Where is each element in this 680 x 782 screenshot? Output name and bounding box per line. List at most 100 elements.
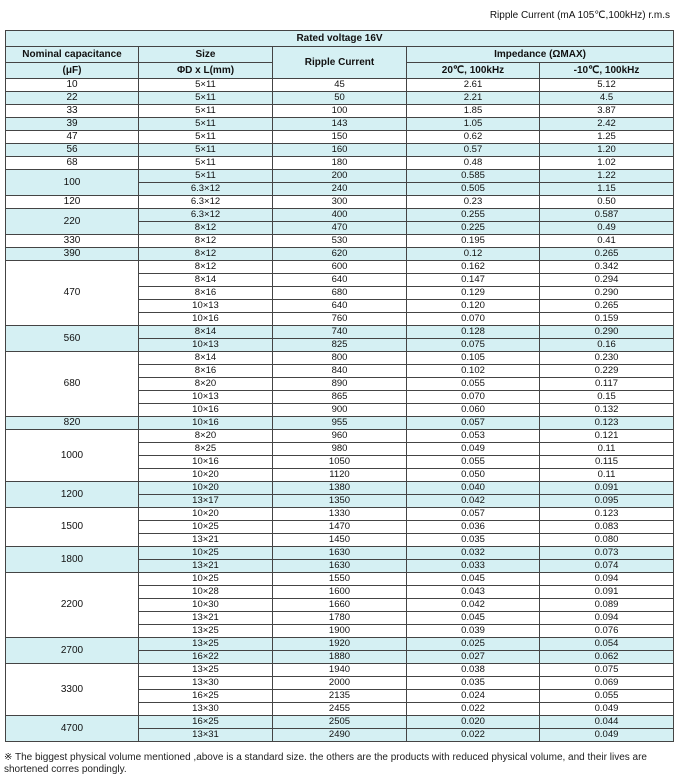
size-cell: 16×25 (138, 689, 273, 703)
table-row: 13×25 1900 0.039 0.076 (6, 624, 675, 638)
ripple-cell: 2135 (272, 689, 407, 703)
ripple-cell: 1660 (272, 598, 407, 612)
table-row: 100 5×11 200 0.585 1.22 (5, 169, 675, 196)
impedance-minus10-cell: 0.50 (538, 195, 675, 209)
table-row: 4700 16×25 2505 0.020 0.044 (5, 715, 675, 742)
size-cell: 13×21 (138, 533, 273, 547)
table-row: 2700 13×25 1920 0.025 0.054 (5, 637, 675, 664)
capacitance-cell: 120 (5, 195, 139, 209)
impedance-20-cell: 0.057 (406, 507, 540, 521)
size-cell: 6.3×12 (138, 208, 273, 222)
impedance-20-cell: 2.21 (406, 91, 540, 105)
ripple-cell: 960 (272, 429, 407, 443)
table-row: 8×16 680 0.129 0.290 (6, 286, 675, 300)
ripple-cell: 240 (272, 182, 407, 196)
size-cell: 10×25 (138, 572, 273, 586)
ripple-cell: 840 (272, 364, 407, 378)
table-row: 560 8×14 740 0.128 0.290 (5, 325, 675, 352)
capacitance-cell: 330 (5, 234, 139, 248)
table-row: 33 5×11 100 1.85 3.87 (5, 104, 675, 118)
impedance-20-cell: 0.505 (406, 182, 540, 196)
size-cell: 13×21 (138, 559, 273, 573)
impedance-minus10-cell: 0.055 (538, 689, 675, 703)
ripple-cell: 620 (272, 247, 407, 261)
size-cell: 10×16 (138, 312, 273, 326)
size-cell: 8×20 (138, 429, 273, 443)
capacitance-cell: 1500 (5, 507, 139, 547)
impedance-20-cell: 0.035 (406, 676, 540, 690)
table-row: 13×31 2490 0.022 0.049 (6, 728, 675, 742)
ripple-cell: 680 (272, 286, 407, 300)
impedance-20-cell: 0.102 (406, 364, 540, 378)
impedance-20-cell: 0.070 (406, 390, 540, 404)
size-cell: 13×17 (138, 494, 273, 508)
impedance-minus10-cell: 3.87 (538, 104, 675, 118)
impedance-20-cell: 0.045 (406, 572, 540, 586)
ripple-cell: 955 (272, 416, 407, 430)
ripple-cell: 1630 (272, 559, 407, 573)
impedance-minus10-cell: 0.073 (538, 546, 675, 560)
table-row: 68 5×11 180 0.48 1.02 (5, 156, 675, 170)
table-row: 13×21 1780 0.045 0.094 (6, 611, 675, 625)
ripple-cell: 530 (272, 234, 407, 248)
impedance-20-cell: 0.055 (406, 377, 540, 391)
impedance-minus10-cell: 0.159 (538, 312, 675, 326)
size-cell: 5×11 (138, 117, 273, 131)
ripple-cell: 180 (272, 156, 407, 170)
impedance-20-cell: 0.049 (406, 442, 540, 456)
impedance-20-cell: 0.195 (406, 234, 540, 248)
size-cell: 5×11 (138, 169, 273, 183)
ripple-cell: 980 (272, 442, 407, 456)
ripple-cell: 1940 (272, 663, 407, 677)
capacitance-cell: 10 (5, 78, 139, 92)
impedance-minus10-cell: 0.091 (538, 481, 675, 495)
ripple-cell: 2505 (272, 715, 407, 729)
impedance-20-cell: 0.025 (406, 637, 540, 651)
capacitance-cell: 39 (5, 117, 139, 131)
footnote: ※ The biggest physical volume mentioned … (4, 752, 647, 775)
header-cell: Rated voltage 16V (4, 30, 675, 47)
header-cell: ΦD x L(mm) (138, 62, 273, 79)
impedance-20-cell: 0.075 (406, 338, 540, 352)
size-cell: 10×28 (138, 585, 273, 599)
impedance-20-cell: 0.053 (406, 429, 540, 443)
size-cell: 10×16 (138, 403, 273, 417)
table-row: 1500 10×20 1330 0.057 0.123 (5, 507, 675, 547)
capacitance-cell: 3300 (5, 663, 139, 716)
table-row: 1800 10×25 1630 0.032 0.073 (5, 546, 675, 573)
impedance-minus10-cell: 0.49 (538, 221, 675, 235)
size-cell: 10×16 (138, 455, 273, 469)
impedance-minus10-cell: 0.290 (538, 325, 675, 339)
table-row: 1200 10×20 1380 0.040 0.091 (5, 481, 675, 508)
ripple-cell: 640 (272, 273, 407, 287)
impedance-minus10-cell: 0.091 (538, 585, 675, 599)
capacitance-cell: 100 (5, 169, 139, 196)
impedance-minus10-cell: 0.16 (538, 338, 675, 352)
capacitance-cell: 560 (5, 325, 139, 352)
impedance-minus10-cell: 5.12 (538, 78, 675, 92)
table-row: 13×30 2000 0.035 0.069 (6, 676, 675, 690)
size-cell: 13×25 (138, 624, 273, 638)
impedance-minus10-cell: 0.083 (538, 520, 675, 534)
size-cell: 8×20 (138, 377, 273, 391)
capacitance-cell: 68 (5, 156, 139, 170)
table-row: 120 6.3×12 300 0.23 0.50 (5, 195, 675, 209)
table-body: 10 5×11 45 2.61 5.12 22 5×11 50 2.21 4.5 33 5×11 100… (5, 78, 675, 742)
ripple-cell: 1450 (272, 533, 407, 547)
ripple-cell: 470 (272, 221, 407, 235)
header-cell: Nominal capacitance (5, 46, 139, 63)
size-cell: 8×14 (138, 273, 273, 287)
impedance-20-cell: 0.060 (406, 403, 540, 417)
capacitance-cell: 470 (5, 260, 139, 326)
impedance-20-cell: 0.129 (406, 286, 540, 300)
impedance-minus10-cell: 0.265 (538, 299, 675, 313)
impedance-minus10-cell: 2.42 (538, 117, 675, 131)
impedance-minus10-cell: 0.342 (538, 260, 675, 274)
impedance-minus10-cell: 0.11 (538, 468, 675, 482)
impedance-minus10-cell: 0.294 (538, 273, 675, 287)
size-cell: 8×12 (138, 234, 273, 248)
table-row: 330 8×12 530 0.195 0.41 (5, 234, 675, 248)
impedance-minus10-cell: 0.290 (538, 286, 675, 300)
size-cell: 13×21 (138, 611, 273, 625)
impedance-minus10-cell: 0.080 (538, 533, 675, 547)
